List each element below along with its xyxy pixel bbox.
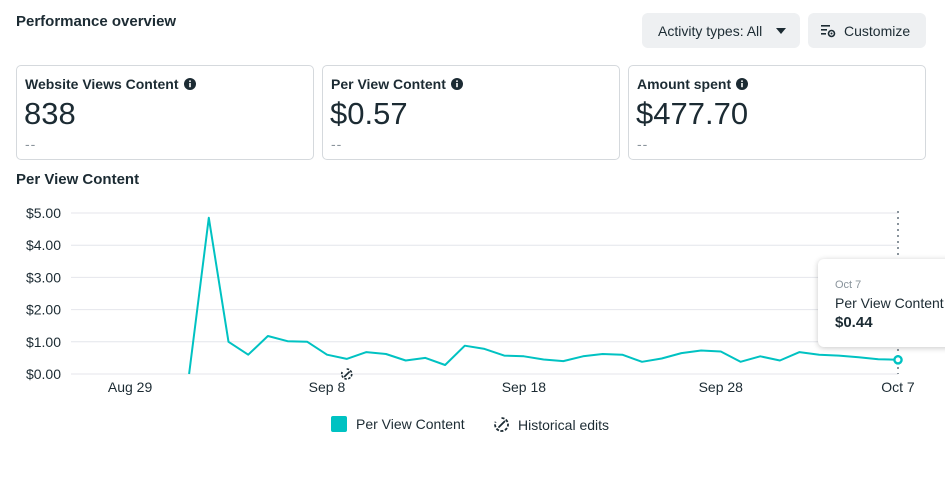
y-tick-label: $5.00 [26, 205, 61, 221]
x-tick-label: Aug 29 [108, 379, 153, 395]
card-value: 838 [24, 96, 76, 131]
tooltip-label: Per View Content [835, 295, 944, 311]
metric-card-amount-spent: Amount spent $477.70 -- [628, 65, 926, 160]
y-tick-label: $0.00 [26, 366, 61, 382]
card-label: Website Views Content [25, 76, 179, 92]
card-value: $477.70 [636, 96, 749, 131]
legend-label: Historical edits [518, 416, 610, 433]
info-icon[interactable] [183, 78, 196, 90]
card-delta: -- [25, 136, 37, 152]
metric-card-per-view-content: Per View Content $0.57 -- [322, 65, 620, 160]
card-label-wrap: Amount spent [637, 76, 749, 92]
card-value: $0.57 [330, 96, 408, 131]
highlight-point [893, 355, 903, 365]
card-label-wrap: Per View Content [331, 76, 463, 92]
y-tick-label: $3.00 [26, 269, 61, 285]
legend-label: Per View Content [356, 416, 465, 432]
historical-edit-icon [494, 417, 509, 432]
y-tick-label: $4.00 [26, 237, 61, 253]
card-delta: -- [637, 136, 649, 152]
series-line [188, 216, 899, 375]
chart-tooltip: Oct 7 Per View Content $0.44 [818, 259, 945, 347]
x-tick-label: Oct 7 [881, 379, 915, 395]
caret-down-icon [776, 27, 787, 34]
x-tick-label: Sep 8 [309, 379, 346, 395]
line-chart[interactable]: $0.00 $1.00 $2.00 $3.00 $4.00 $5.00 Aug 29 Sep … [0, 195, 945, 405]
page-title: Performance overview [16, 13, 177, 30]
y-tick-label: $1.00 [26, 334, 61, 350]
card-label: Per View Content [331, 76, 446, 92]
info-icon[interactable] [736, 78, 749, 90]
x-tick-label: Sep 18 [502, 379, 547, 395]
tooltip-value: $0.44 [835, 314, 873, 331]
historical-edit-marker-icon[interactable] [340, 368, 353, 380]
x-tick-label: Sep 28 [699, 379, 744, 395]
chart-title: Per View Content [16, 171, 140, 188]
customize-button[interactable]: Customize [808, 13, 926, 48]
activity-types-label: Activity types: All [658, 22, 763, 39]
customize-label: Customize [844, 22, 911, 39]
customize-icon [821, 24, 836, 37]
activity-types-dropdown[interactable]: Activity types: All [642, 13, 800, 48]
metric-card-website-views: Website Views Content 838 -- [16, 65, 314, 160]
card-delta: -- [331, 136, 343, 152]
y-tick-label: $2.00 [26, 302, 61, 318]
legend-swatch [331, 416, 347, 432]
card-label: Amount spent [637, 76, 732, 92]
legend-item-per-view-content[interactable]: Per View Content [331, 416, 465, 432]
card-label-wrap: Website Views Content [25, 76, 196, 92]
info-icon[interactable] [450, 78, 463, 90]
legend-item-historical-edits[interactable]: Historical edits [493, 416, 609, 433]
tooltip-date: Oct 7 [835, 279, 862, 291]
